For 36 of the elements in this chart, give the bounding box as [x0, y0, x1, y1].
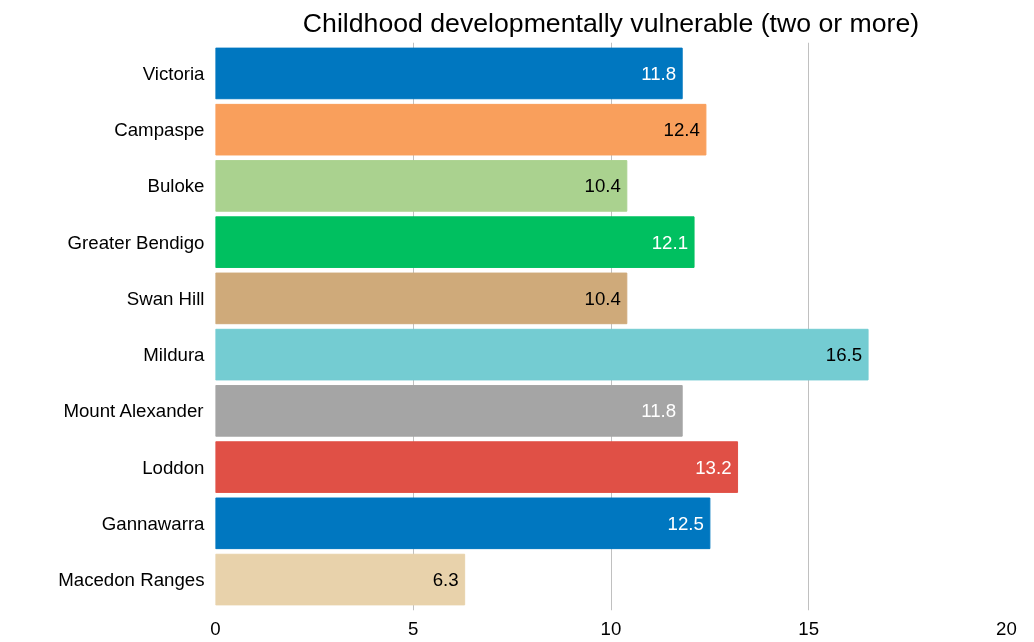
bar — [215, 441, 739, 493]
data-label: 10.4 — [584, 175, 621, 197]
y-tick-label: Greater Bendigo — [67, 231, 205, 253]
y-tick-label: Gannawarra — [101, 512, 206, 534]
y-tick-label: Swan Hill — [126, 287, 205, 309]
bar — [215, 553, 466, 606]
data-label: 12.5 — [667, 512, 704, 534]
x-tick-label: 5 — [408, 617, 419, 639]
bar — [215, 385, 683, 437]
data-label: 11.8 — [641, 400, 677, 422]
data-label: 6.3 — [432, 569, 459, 591]
y-tick-label: Campaspe — [114, 119, 205, 141]
x-tick-label: 10 — [600, 617, 622, 639]
y-tick-label: Victoria — [142, 62, 206, 84]
x-tick-label: 15 — [798, 617, 820, 639]
y-tick-label: Mildura — [143, 344, 206, 366]
bar — [215, 103, 707, 156]
bar — [215, 160, 628, 212]
data-label: 13.2 — [695, 456, 732, 478]
bar — [215, 328, 869, 381]
data-label: 10.4 — [584, 287, 621, 309]
y-tick-label: Macedon Ranges — [58, 569, 205, 591]
y-tick-label: Mount Alexander — [63, 400, 204, 422]
data-label: 11.8 — [641, 62, 677, 84]
y-tick-label: Loddon — [142, 456, 205, 478]
bar — [215, 497, 711, 550]
data-label: 12.4 — [663, 119, 700, 141]
bar — [215, 216, 695, 268]
data-label: 12.1 — [651, 231, 689, 253]
data-label: 16.5 — [825, 344, 863, 366]
bar — [215, 47, 683, 100]
bar — [215, 272, 628, 325]
x-tick-label: 0 — [210, 617, 221, 639]
chart-title: Childhood developmentally vulnerable (two or more) — [302, 7, 920, 38]
y-tick-label: Buloke — [147, 175, 205, 197]
x-tick-label: 20 — [996, 617, 1017, 639]
